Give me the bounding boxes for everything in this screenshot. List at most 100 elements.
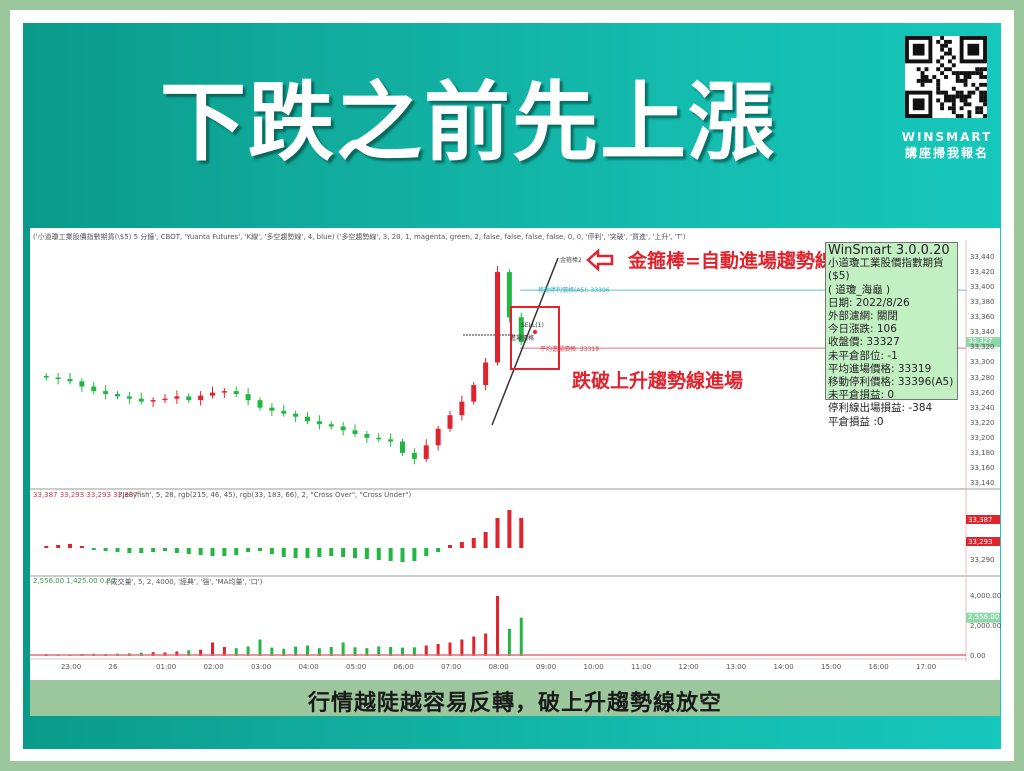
x-tick-label: 26 bbox=[108, 663, 118, 671]
volume-bar bbox=[234, 648, 238, 656]
y-tick-label: 33,300 bbox=[970, 358, 995, 367]
y-tick-label: 33,280 bbox=[970, 373, 995, 382]
oscillator-bar bbox=[471, 538, 476, 548]
volume-bar bbox=[175, 651, 179, 656]
oscillator-bar bbox=[376, 548, 381, 560]
volume-value-label: 2,556.00 bbox=[968, 612, 1000, 621]
volume-bar bbox=[519, 617, 523, 656]
volume-bar bbox=[389, 647, 393, 656]
candle bbox=[43, 376, 49, 378]
y-tick-label: 33,440 bbox=[970, 253, 995, 261]
x-tick-label: 14:00 bbox=[773, 663, 794, 671]
x-tick-label: 07:00 bbox=[441, 663, 462, 671]
avg-entry-label: 平均進場價格: 33319 bbox=[540, 346, 600, 353]
chart-toolbar: ('小道瓊工業股價指數期貨(\$5) 5 分鐘', CBOT, 'Yuanta … bbox=[33, 233, 686, 241]
candle bbox=[435, 428, 441, 446]
oscillator-bar bbox=[329, 548, 334, 556]
volume-bar bbox=[401, 647, 404, 656]
oscillator-bar bbox=[68, 544, 72, 548]
candle bbox=[115, 394, 120, 397]
candle bbox=[388, 439, 394, 442]
candle bbox=[340, 426, 346, 431]
candle bbox=[352, 430, 358, 435]
oscillator-bar bbox=[305, 548, 310, 558]
oscillator-bar bbox=[186, 548, 191, 554]
info-line: WinSmart 3.0.0.20 bbox=[828, 243, 950, 258]
oscillator-bar bbox=[448, 545, 452, 548]
volume-tick-label: 2,000.00 bbox=[970, 622, 1002, 630]
oscillator-bar bbox=[174, 548, 179, 553]
oscillator-bar bbox=[79, 546, 84, 548]
oscillator-bar bbox=[495, 518, 500, 548]
candle bbox=[221, 391, 227, 393]
volume-bar bbox=[294, 646, 298, 656]
candle bbox=[316, 421, 322, 425]
info-line: 外部濾網: 關閉 bbox=[828, 310, 898, 323]
volume-bar bbox=[377, 646, 381, 656]
info-line: 日期: 2022/8/26 bbox=[828, 296, 910, 309]
volume-header-values: 2,556.00 1,425.00 0.80 bbox=[33, 577, 116, 585]
candle bbox=[376, 437, 382, 440]
oscillator-bar bbox=[519, 518, 524, 548]
oscillator-bar bbox=[246, 548, 251, 552]
candle bbox=[186, 396, 192, 401]
trendline bbox=[491, 257, 559, 426]
oscillator-bar bbox=[198, 548, 203, 555]
candle bbox=[423, 445, 429, 459]
entry-annotation: 跌破上升趨勢線進場 bbox=[572, 370, 744, 392]
info-line: 平倉損益 :0 bbox=[828, 415, 884, 428]
oscillator-bar bbox=[56, 545, 61, 548]
x-tick-label: 06:00 bbox=[393, 663, 414, 671]
caption: 行情越陡越容易反轉，破上升趨勢線放空 bbox=[307, 691, 722, 716]
oscillator-tick-label: 33,290 bbox=[970, 556, 995, 564]
x-tick-label: 05:00 bbox=[346, 663, 367, 671]
current-price-tag bbox=[966, 337, 1000, 348]
x-tick-label: 13:00 bbox=[726, 663, 747, 671]
volume-bar bbox=[507, 629, 511, 656]
volume-bar bbox=[151, 652, 155, 656]
sell-label: SELL(1) bbox=[521, 322, 544, 329]
x-tick-label: 11:00 bbox=[631, 663, 652, 671]
candle bbox=[411, 452, 417, 459]
x-tick-label: 02:00 bbox=[203, 663, 224, 671]
x-tick-label: 09:00 bbox=[536, 663, 557, 671]
candle bbox=[162, 398, 168, 401]
candle bbox=[305, 416, 310, 422]
candle bbox=[518, 317, 524, 343]
oscillator-bar bbox=[412, 548, 417, 561]
x-tick-label: 17:00 bbox=[916, 663, 937, 671]
info-line: 移動停利價格: 33396(A5) bbox=[828, 376, 954, 389]
oscillator-tick-label: 33,293 bbox=[968, 538, 993, 546]
qr-code-icon[interactable] bbox=[905, 36, 987, 118]
candle bbox=[174, 396, 180, 399]
y-tick-label: 33,200 bbox=[970, 433, 995, 442]
volume-bar bbox=[329, 647, 333, 656]
candle bbox=[103, 391, 109, 395]
volume-bar bbox=[341, 642, 345, 656]
oscillator-bar bbox=[210, 548, 215, 556]
oscillator-bar bbox=[269, 548, 274, 554]
candle bbox=[91, 386, 97, 392]
y-tick-label: 33,320 bbox=[970, 343, 995, 352]
oscillator-header-values: 33,387 33,293 33,293 33,387 bbox=[33, 491, 138, 499]
candle bbox=[459, 401, 465, 416]
left-arrow-icon bbox=[586, 248, 614, 272]
page-title: 下跌之前先上漲 bbox=[160, 72, 776, 173]
oscillator-bar bbox=[258, 548, 262, 551]
y-tick-label: 33,240 bbox=[970, 403, 995, 412]
volume-tick-label: 0.00 bbox=[970, 652, 986, 660]
volume-bar bbox=[424, 645, 428, 656]
volume-bar bbox=[187, 650, 191, 656]
oscillator-bar bbox=[44, 546, 49, 548]
volume-bar bbox=[211, 642, 214, 656]
y-tick-label: 33,420 bbox=[970, 268, 995, 277]
candle bbox=[233, 391, 239, 395]
info-line: 今日漲跌: 106 bbox=[828, 323, 897, 336]
oscillator-bar bbox=[317, 548, 322, 557]
entry-marker bbox=[533, 330, 537, 334]
candle bbox=[126, 396, 132, 399]
oscillator-bar bbox=[388, 548, 393, 561]
brand-name: WINSMART bbox=[901, 130, 993, 144]
oscillator-bar bbox=[115, 548, 120, 552]
